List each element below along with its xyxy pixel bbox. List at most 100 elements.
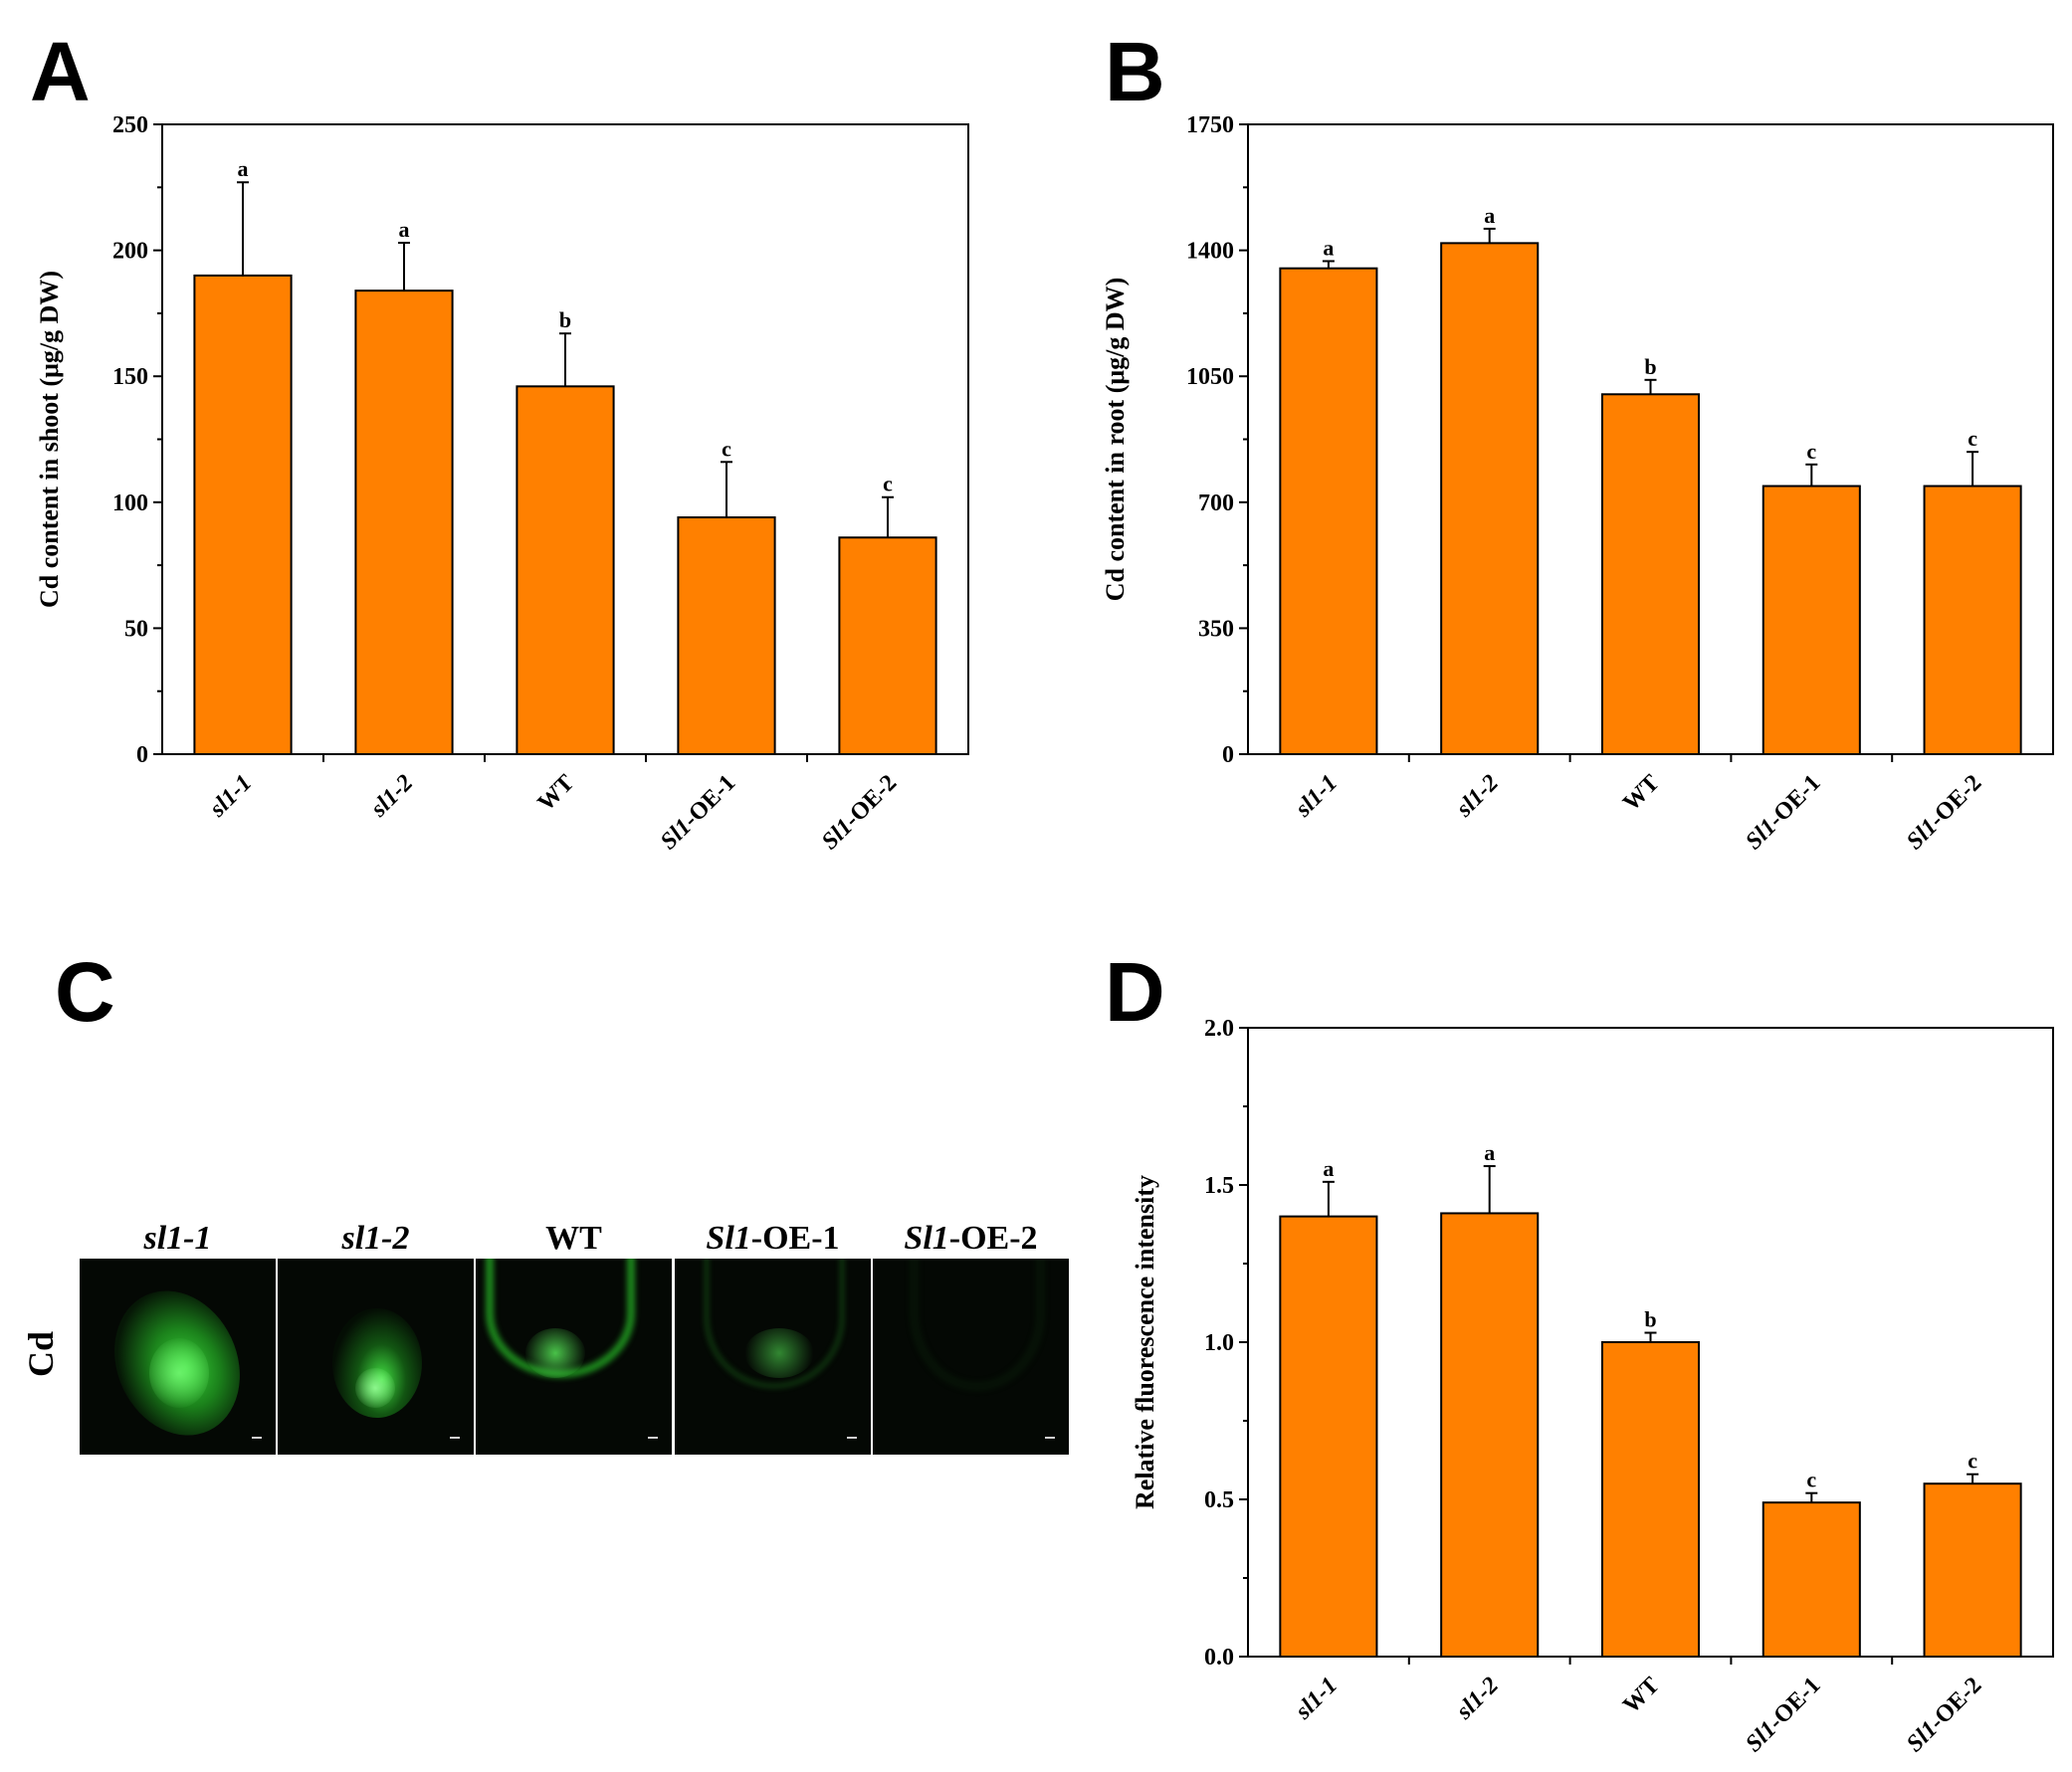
micrograph-sl1-oe-1 [675,1259,871,1455]
chart-shoot-cd: 0 50 100 150 200 250 Cd content in shoot (μg/g… [35,112,969,855]
significance-letter: b [559,307,571,332]
y-tick-label: 0 [1222,742,1234,768]
bar [516,385,615,755]
significance-letter: c [883,472,893,496]
x-tick-label-italic: sl1-2 [365,770,418,823]
x-tick-label: Sl1-OE-2 [1902,770,1986,855]
y-tick-label: 0 [136,742,148,768]
significance-letter: c [1968,426,1977,451]
bar [1600,393,1701,755]
bar [1923,1482,2022,1659]
y-tick-label: 1.0 [1204,1330,1234,1356]
x-tick-label: WT [1618,770,1665,817]
y-tick-label: 250 [112,112,148,138]
bar [1279,1215,1378,1658]
x-tick-label-italic: sl1-2 [1451,1673,1504,1725]
x-tick-label-suffix: -OE-1 [1763,770,1826,833]
y-axis-label: Cd content in shoot (μg/g DW) [35,271,64,608]
x-tick-label: sl1-1 [1290,770,1343,823]
x-tick-label: Sl1-OE-2 [817,770,902,855]
micrograph-sl1-1 [80,1259,276,1455]
micrograph-sl1-oe-2 [873,1259,1069,1455]
significance-letter: a [1484,1140,1495,1165]
significance-letter: c [1968,1449,1977,1474]
y-tick-label: 1.5 [1204,1173,1234,1199]
x-tick-label: Sl1-OE-1 [1741,1673,1825,1757]
x-tick-label-italic: sl1-1 [1290,1673,1343,1725]
micrograph-label-sl1-1: sl1-1 [143,1220,212,1257]
scale-bar [450,1437,460,1439]
bar [1440,1212,1540,1658]
bar [838,536,937,755]
bar [193,274,293,755]
x-tick-label: sl1-2 [365,770,418,823]
y-tick-label: 1750 [1186,112,1234,138]
panel-letter-c: C [55,945,115,1039]
scale-bar [1045,1437,1055,1439]
x-tick-label: sl1-2 [1451,1673,1504,1725]
x-tick-label-suffix: -OE-2 [840,770,903,833]
significance-letter: a [238,156,249,181]
y-tick-label: 700 [1198,491,1234,516]
y-tick-label: 1400 [1186,239,1234,265]
y-axis-label: Relative fluorescence intensity [1131,1175,1159,1509]
bar [677,515,776,755]
significance-letter: c [1806,439,1816,464]
y-axis-label: Cd content in root (μg/g DW) [1101,278,1130,602]
bar [1761,1501,1861,1658]
y-tick-label: 0.0 [1204,1645,1234,1671]
chart-root-cd: 0 350 700 1050 1400 1750 Cd content in root (μ… [1101,112,2054,855]
y-tick-label: 150 [112,364,148,390]
significance-letter: c [722,436,731,461]
x-tick-label: Sl1-OE-1 [1741,770,1825,855]
significance-letter: b [1644,1307,1656,1332]
significance-letter: c [1806,1468,1816,1492]
panel-letter-d: D [1105,945,1165,1039]
bar [1440,242,1540,755]
significance-letter: a [399,217,410,242]
x-tick-label: WT [1618,1673,1665,1719]
y-tick-label: 50 [124,616,148,642]
scale-bar [648,1437,658,1439]
x-tick-label-italic: sl1-1 [1290,770,1343,823]
x-tick-label-italic: sl1-2 [1451,770,1504,823]
micrograph-wt [476,1259,672,1455]
x-tick-label-suffix: -OE-1 [679,770,741,833]
y-tick-label: 2.0 [1204,1016,1234,1042]
scale-bar [847,1437,857,1439]
x-tick-label: sl1-1 [1290,1673,1343,1725]
micrograph-label-sl1-2: sl1-2 [341,1220,410,1257]
y-tick-label: 1050 [1186,364,1234,390]
bar [1279,267,1378,755]
panel-letter-a: A [30,25,91,118]
micrograph-label-wt: WT [545,1220,602,1257]
micrograph-label-sl1-oe-1: Sl1-OE-1 [706,1220,840,1257]
x-tick-label: Sl1-OE-2 [1902,1673,1986,1757]
x-tick-label-suffix: -OE-2 [1925,1673,1987,1735]
micrograph-row-label: Cd [21,1330,62,1378]
x-tick-label-italic: sl1-1 [204,770,257,823]
x-tick-label-suffix: -OE-2 [1925,770,1987,833]
bar [1761,485,1861,755]
panel-letter-b: B [1105,25,1165,118]
bar [1600,1341,1701,1658]
bar [354,290,454,755]
micrograph-label-sl1-oe-2: Sl1-OE-2 [904,1220,1038,1257]
y-tick-label: 350 [1198,616,1234,642]
x-tick-label: WT [533,770,580,817]
x-tick-label: sl1-1 [204,770,257,823]
y-tick-label: 100 [112,491,148,516]
y-tick-label: 0.5 [1204,1487,1234,1513]
chart-fluorescence: 0.0 0.5 1.0 1.5 2.0 Relative fluorescence int… [1131,1016,2054,1757]
bar [1923,485,2022,755]
significance-letter: a [1484,203,1495,228]
significance-letter: a [1323,1156,1334,1181]
x-tick-label: Sl1-OE-1 [656,770,740,855]
significance-letter: a [1323,235,1334,260]
micrograph-sl1-2 [278,1259,474,1455]
y-tick-label: 200 [112,239,148,265]
x-tick-label-suffix: -OE-1 [1763,1673,1826,1735]
scale-bar [252,1437,262,1439]
x-tick-label: sl1-2 [1451,770,1504,823]
significance-letter: b [1644,354,1656,379]
